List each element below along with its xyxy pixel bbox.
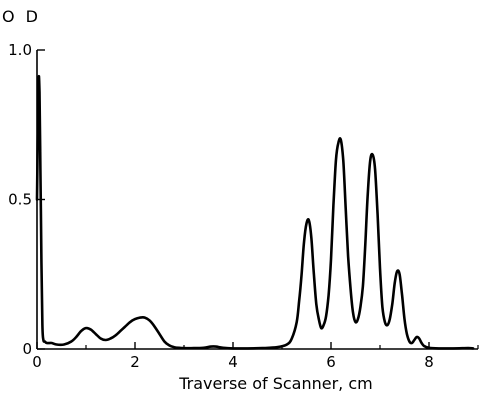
plot-area (35, 74, 475, 350)
y-tick-label: 0 (22, 340, 32, 358)
y-tick-label: 1.0 (8, 41, 32, 59)
axes (36, 49, 479, 350)
x-axis-title: Traverse of Scanner, cm (178, 374, 372, 393)
x-tick-label: 8 (424, 353, 434, 371)
tick-labels: 0 0.5 1.0 0 2 4 6 8 (8, 41, 434, 371)
y-axis-title: O D (2, 7, 41, 26)
x-tick-label: 6 (326, 353, 336, 371)
y-tick-label: 0.5 (8, 191, 32, 209)
od-trace-line (35, 74, 475, 350)
x-tick-label: 0 (32, 353, 42, 371)
x-tick-label: 2 (130, 353, 140, 371)
x-tick-label: 4 (228, 353, 238, 371)
